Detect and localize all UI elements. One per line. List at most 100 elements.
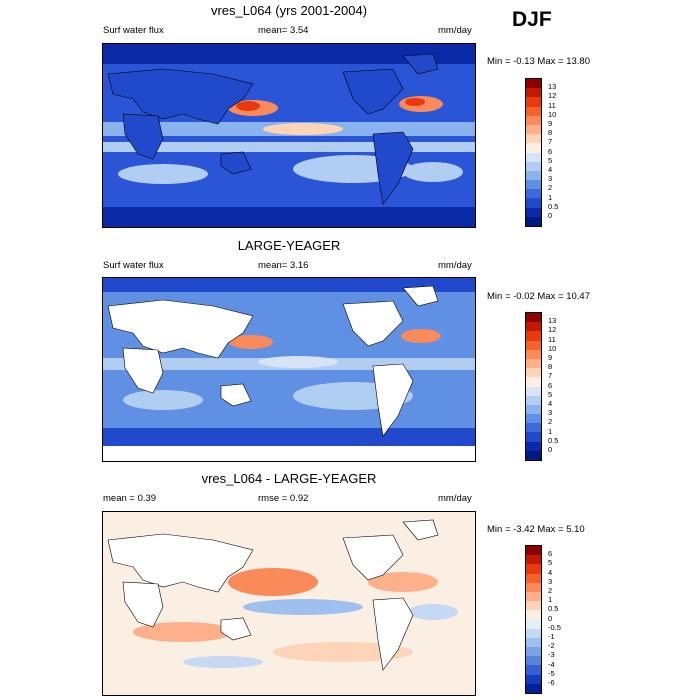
colorbar-tick-label: 8 — [548, 362, 553, 372]
colorbar-segment — [526, 637, 541, 648]
panel-3-mean-label: mean = 0.39 — [103, 493, 157, 504]
colorbar-tick-label: -1 — [548, 632, 555, 641]
colorbar-tick-label: 2 — [548, 417, 553, 427]
colorbar-tick-label: 11 — [548, 100, 556, 110]
colorbar-segment — [526, 313, 541, 323]
colorbar-tick-label: 0.5 — [548, 201, 559, 211]
colorbar-tick-label: 0 — [548, 445, 553, 454]
colorbar-segment — [526, 106, 541, 116]
colorbar-tick-label: 4 — [548, 567, 553, 577]
colorbar-segment — [526, 322, 541, 332]
colorbar-tick-label: 10 — [548, 343, 557, 353]
panel-3-title: vres_L064 - LARGE-YEAGER — [201, 471, 377, 486]
panel-1-mean-label: mean= 3.54 — [258, 25, 309, 36]
colorbar-segment — [526, 161, 541, 171]
panel-3-minmax-label: Min = -3.42 Max = 5.10 — [487, 524, 585, 535]
colorbar-segment — [526, 423, 541, 433]
colorbar-tick-label: 12 — [548, 325, 557, 335]
colorbar-tick-label: 5 — [548, 389, 553, 399]
colorbar-tick-label: 8 — [548, 128, 553, 138]
colorbar-segment — [526, 377, 541, 387]
colorbar-tick-label: 6 — [548, 146, 553, 156]
colorbar-tick-label: 0.5 — [548, 604, 559, 614]
panel-2-units-label: mm/day — [438, 260, 472, 271]
colorbar-tick-label: -4 — [548, 659, 555, 669]
colorbar-tick-label: 3 — [548, 408, 553, 418]
colorbar-segment — [526, 656, 541, 666]
panel-3-units-label: mm/day — [438, 493, 472, 504]
colorbar-tick-label: 9 — [548, 119, 553, 128]
colorbar-tick-label: 2 — [548, 183, 553, 193]
colorbar-tick-label: 2 — [548, 586, 553, 595]
colorbar-segment — [526, 358, 541, 369]
colorbar-tick-label: 0 — [548, 211, 553, 220]
colorbar-tick-label: 12 — [548, 91, 557, 101]
colorbar-segment — [526, 395, 541, 405]
panel-1-variable-label: Surf water flux — [103, 25, 164, 36]
colorbar-segment — [526, 610, 541, 620]
season-label: DJF — [512, 8, 552, 31]
colorbar-segment — [526, 582, 541, 592]
colorbar-tick-label: -5 — [548, 668, 555, 678]
colorbar-segment — [526, 665, 541, 675]
colorbar-segment — [526, 368, 541, 378]
colorbar-segment — [526, 404, 541, 415]
panel-2-mean-label: mean= 3.16 — [258, 260, 309, 271]
panel-2-variable-label: Surf water flux — [103, 260, 164, 271]
panel-2-title: LARGE-YEAGER — [237, 238, 341, 253]
colorbar-tick-label: 1 — [548, 595, 553, 605]
colorbar-tick-label: 6 — [548, 549, 553, 559]
colorbar-segment — [526, 152, 541, 162]
panel-2-colorbar — [525, 312, 542, 461]
colorbar-tick-label: 11 — [548, 334, 556, 344]
panel-1-title: vres_L064 (yrs 2001-2004) — [210, 3, 368, 18]
colorbar-tick-label: 7 — [548, 371, 553, 381]
colorbar-segment — [526, 441, 541, 451]
colorbar-tick-label: -0.5 — [548, 622, 561, 632]
panel-1-minmax-label: Min = -0.13 Max = 13.80 — [487, 56, 590, 67]
colorbar-tick-label: 9 — [548, 353, 553, 362]
colorbar-segment — [526, 591, 541, 602]
colorbar-segment — [526, 414, 541, 424]
colorbar-segment — [526, 349, 541, 359]
colorbar-tick-label: 5 — [548, 558, 553, 568]
colorbar-segment — [526, 88, 541, 98]
colorbar-segment — [526, 564, 541, 574]
colorbar-segment — [526, 601, 541, 611]
colorbar-tick-label: -6 — [548, 678, 555, 687]
colorbar-segment — [526, 555, 541, 565]
colorbar-tick-label: 13 — [548, 82, 557, 92]
colorbar-segment — [526, 386, 541, 396]
colorbar-tick-label: 3 — [548, 174, 553, 184]
colorbar-segment — [526, 573, 541, 583]
colorbar-tick-label: 0 — [548, 613, 553, 623]
panel-1-map — [102, 43, 476, 228]
panel-3-colorbar — [525, 545, 542, 694]
colorbar-segment — [526, 628, 541, 638]
colorbar-segment — [526, 207, 541, 217]
panel-3-map — [102, 511, 476, 696]
colorbar-tick-label: 7 — [548, 137, 553, 147]
colorbar-tick-label: 13 — [548, 316, 557, 326]
colorbar-segment — [526, 340, 541, 350]
panel-2-minmax-label: Min = -0.02 Max = 10.47 — [487, 291, 590, 302]
colorbar-tick-label: 10 — [548, 109, 557, 119]
colorbar-segment — [526, 647, 541, 657]
colorbar-segment — [526, 79, 541, 89]
colorbar-segment — [526, 180, 541, 190]
colorbar-tick-label: 0.5 — [548, 435, 559, 445]
colorbar-segment — [526, 216, 541, 226]
colorbar-segment — [526, 198, 541, 208]
colorbar-segment — [526, 124, 541, 135]
colorbar-tick-label: -3 — [548, 650, 555, 660]
colorbar-tick-label: 4 — [548, 165, 553, 174]
colorbar-segment — [526, 432, 541, 442]
colorbar-segment — [526, 115, 541, 125]
colorbar-segment — [526, 143, 541, 153]
panel-1-units-label: mm/day — [438, 25, 472, 36]
colorbar-tick-label: -2 — [548, 641, 555, 651]
colorbar-segment — [526, 546, 541, 556]
colorbar-tick-label: 4 — [548, 399, 553, 408]
colorbar-tick-label: 6 — [548, 380, 553, 390]
colorbar-tick-label: 1 — [548, 426, 553, 436]
